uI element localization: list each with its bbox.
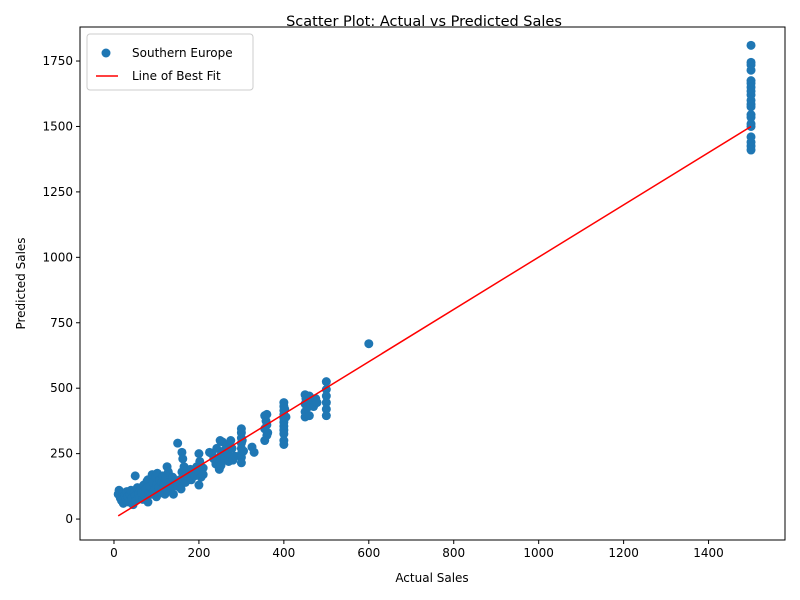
data-point: [226, 436, 236, 446]
y-tick-label: 1500: [42, 119, 73, 133]
data-point: [321, 377, 331, 387]
data-point: [194, 480, 204, 490]
data-point: [212, 443, 222, 453]
plot-area-frame: [79, 26, 786, 541]
x-tick-label: 1400: [693, 546, 724, 560]
data-point: [236, 458, 246, 468]
y-tick-label: 1000: [42, 250, 73, 264]
data-point: [321, 411, 331, 421]
data-point: [239, 446, 249, 456]
y-tick-label: 1750: [42, 54, 73, 68]
data-point: [227, 443, 237, 453]
legend-frame: [86, 33, 254, 91]
data-point: [312, 398, 322, 408]
fit-line-layer: [117, 125, 752, 517]
x-tick-label: 1200: [608, 546, 639, 560]
data-point: [168, 489, 178, 499]
data-point: [194, 449, 204, 459]
y-tick-label: 0: [65, 512, 73, 526]
data-point: [198, 470, 208, 480]
data-point: [304, 411, 314, 421]
data-point: [746, 102, 756, 112]
data-point: [746, 121, 756, 131]
x-tick-label: 1000: [523, 546, 554, 560]
data-point: [173, 438, 183, 448]
data-point: [746, 145, 756, 155]
x-tick-label: 0: [110, 546, 118, 560]
legend-label-best-fit: Line of Best Fit: [132, 69, 221, 83]
data-point: [746, 65, 756, 75]
data-point: [177, 447, 187, 457]
data-point: [176, 484, 186, 494]
best-fit-line: [117, 125, 752, 517]
data-point: [178, 454, 188, 464]
y-axis-label: Predicted Sales: [14, 237, 28, 329]
x-tick-label: 400: [272, 546, 295, 560]
x-tick-label: 600: [357, 546, 380, 560]
y-tick-label: 1250: [42, 185, 73, 199]
data-point: [263, 428, 273, 438]
legend-label-southern-europe: Southern Europe: [132, 46, 233, 60]
data-point: [321, 404, 331, 414]
x-tick-label: 800: [442, 546, 465, 560]
legend: Southern Europe Line of Best Fit: [86, 33, 254, 91]
data-point: [364, 339, 374, 349]
data-point: [279, 429, 289, 439]
y-tick-label: 250: [50, 447, 73, 461]
x-tick-label: 200: [187, 546, 210, 560]
data-point: [262, 409, 272, 419]
data-point: [321, 391, 331, 401]
data-point: [249, 447, 259, 457]
data-point: [130, 471, 140, 481]
data-point: [279, 439, 289, 449]
y-tick-label: 500: [50, 381, 73, 395]
legend-marker-southern-europe: [101, 48, 111, 58]
data-point: [746, 40, 756, 50]
y-tick-label: 750: [50, 316, 73, 330]
x-axis-label: Actual Sales: [395, 571, 468, 585]
chart-title: Scatter Plot: Actual vs Predicted Sales: [286, 14, 562, 30]
y-axis-ticks: 0 250 500 750 1000 1250 1500 1750: [42, 54, 80, 526]
x-axis-ticks: 0 200 400 600 800 1000 1200 1400: [110, 540, 724, 560]
data-point: [321, 398, 331, 408]
data-point: [746, 112, 756, 122]
